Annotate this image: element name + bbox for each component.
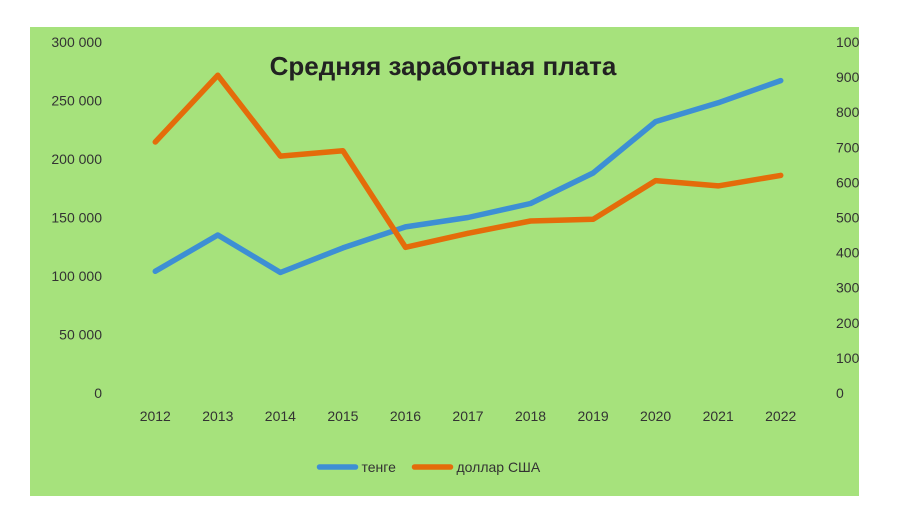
y-right-tick-label: 200 — [836, 315, 859, 331]
x-axis: 2012 2013 2014 2015 2016 2017 2018 2019 2020 2021… — [140, 408, 797, 424]
y-right-tick-label: 800 — [836, 104, 859, 120]
y-right-tick-label: 100 — [836, 350, 859, 366]
data-point — [653, 178, 659, 184]
data-point — [152, 268, 158, 274]
data-point — [778, 78, 784, 84]
data-point — [590, 216, 596, 222]
data-point — [402, 244, 408, 250]
legend-label: доллар США — [457, 459, 541, 475]
data-point — [215, 72, 221, 78]
y-right-tick-label: 600 — [836, 174, 859, 190]
data-point — [277, 269, 283, 275]
y-right-tick-label: 0 — [836, 385, 844, 401]
y-left-tick-label: 0 — [94, 385, 102, 401]
x-tick-label: 2014 — [265, 408, 296, 424]
y-left-tick-label: 50 000 — [59, 327, 102, 343]
data-point — [528, 218, 534, 224]
x-tick-label: 2020 — [640, 408, 671, 424]
legend: тенге доллар США — [316, 459, 541, 475]
data-point — [402, 224, 408, 230]
y-right-tick-label: 500 — [836, 210, 859, 226]
x-tick-label: 2017 — [452, 408, 483, 424]
x-tick-label: 2018 — [515, 408, 546, 424]
data-point — [215, 232, 221, 238]
x-tick-label: 2021 — [703, 408, 734, 424]
data-point — [590, 170, 596, 176]
data-point — [715, 100, 721, 106]
chart-title: Средняя заработная плата — [270, 51, 617, 81]
x-tick-label: 2015 — [327, 408, 358, 424]
data-point — [152, 139, 158, 145]
chart: Средняя заработная плата 0 50 000 100 000 1… — [30, 27, 859, 496]
x-tick-label: 2022 — [765, 408, 796, 424]
x-tick-label: 2019 — [578, 408, 609, 424]
y-right-tick-label: 900 — [836, 69, 859, 85]
y-left-tick-label: 100 000 — [51, 268, 102, 284]
data-point — [465, 215, 471, 220]
data-point — [465, 230, 471, 236]
data-point — [778, 172, 784, 178]
series-layer — [152, 72, 784, 276]
x-tick-label: 2012 — [140, 408, 171, 424]
legend-label: тенге — [362, 459, 397, 475]
data-point — [340, 245, 346, 251]
data-point — [528, 200, 534, 206]
x-tick-label: 2016 — [390, 408, 421, 424]
y-right-tick-label: 700 — [836, 139, 859, 155]
data-point — [277, 153, 283, 159]
y-left-tick-label: 250 000 — [51, 93, 102, 109]
data-point — [653, 119, 659, 125]
y-left-tick-label: 200 000 — [51, 151, 102, 167]
data-point — [340, 148, 346, 154]
y-left-tick-label: 300 000 — [51, 34, 102, 50]
y-right-tick-label: 400 — [836, 245, 859, 261]
y-left-tick-label: 150 000 — [51, 210, 102, 226]
y-axis-left: 0 50 000 100 000 150 000 200 000 250 000 300 0… — [51, 34, 102, 401]
y-right-tick-label: 300 — [836, 280, 859, 296]
data-point — [715, 183, 721, 189]
x-tick-label: 2013 — [202, 408, 233, 424]
